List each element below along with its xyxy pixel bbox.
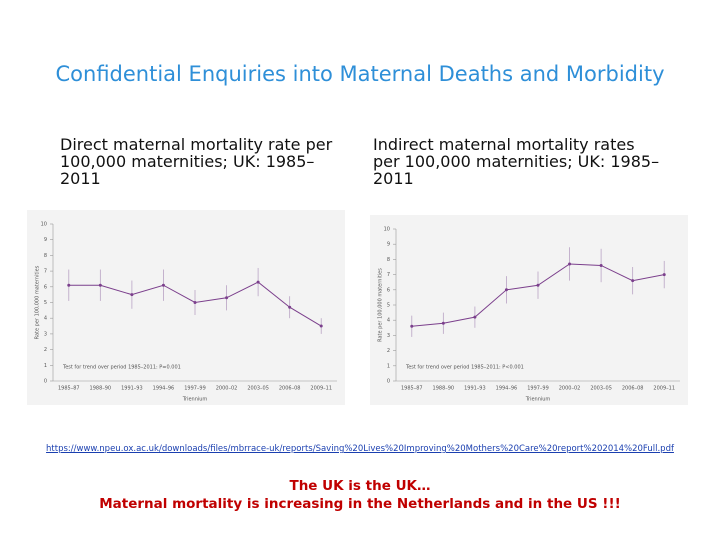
y-tick-label: 10 bbox=[41, 222, 47, 228]
y-tick-label: 5 bbox=[387, 303, 390, 309]
point bbox=[319, 324, 323, 328]
y-tick-label: 3 bbox=[387, 333, 390, 339]
x-tick-label: 2009–11 bbox=[653, 386, 675, 392]
x-tick-label: 2003–05 bbox=[247, 386, 269, 392]
point bbox=[631, 279, 635, 283]
x-tick-label: 1997–99 bbox=[527, 386, 549, 392]
point bbox=[193, 301, 197, 304]
point bbox=[161, 283, 165, 287]
x-tick-label: 1988–90 bbox=[433, 386, 455, 392]
note: Maternal mortality is increasing in the … bbox=[99, 496, 621, 512]
x-tick-label: 2009–11 bbox=[310, 386, 332, 392]
x-tick-label: 1991–93 bbox=[464, 386, 486, 392]
point bbox=[599, 263, 603, 267]
y-tick-label: 7 bbox=[44, 269, 47, 275]
y-tick-label: 6 bbox=[387, 287, 390, 293]
y-tick-label: 8 bbox=[387, 257, 390, 263]
y-tick-label: 3 bbox=[44, 331, 47, 337]
y-tick-label: 2 bbox=[387, 348, 390, 354]
y-tick-label: 0 bbox=[44, 379, 47, 385]
x-tick-label: 1985–87 bbox=[401, 386, 423, 392]
point bbox=[568, 262, 572, 266]
chart: 0 1 2 3 4 5 6 7 8 9 10 Rate per 100,000 maternities… bbox=[27, 210, 345, 405]
x-tick-label: 1997–99 bbox=[184, 386, 206, 392]
x-axis-label: Triennium bbox=[525, 397, 551, 403]
x-tick-label: 1994–96 bbox=[153, 386, 175, 392]
y-tick-label: 5 bbox=[44, 300, 47, 306]
x-tick-label: 1985–87 bbox=[58, 386, 80, 392]
point bbox=[225, 296, 229, 300]
y-tick-label: 2 bbox=[44, 347, 47, 353]
y-axis-label: Rate per 100,000 maternities bbox=[35, 265, 41, 339]
y-tick-label: 4 bbox=[44, 316, 47, 322]
y-tick-label: 8 bbox=[44, 253, 47, 259]
point bbox=[504, 288, 508, 292]
y-tick-label: 7 bbox=[387, 272, 390, 278]
y-axis-label: Rate per 100,000 maternities bbox=[378, 268, 384, 342]
y-tick-label: 9 bbox=[44, 237, 47, 243]
chart-title: Direct maternal mortality rate per 100,0… bbox=[60, 135, 333, 188]
y-tick-label: 0 bbox=[387, 379, 390, 385]
x-tick-label: 1994–96 bbox=[496, 386, 518, 392]
y-tick-label: 10 bbox=[384, 227, 390, 233]
chart: 0 1 2 3 4 5 6 7 8 9 10 Rate per 100,000 maternities… bbox=[370, 215, 688, 405]
slide-title: Confidential Enquiries into Maternal Dea… bbox=[55, 62, 665, 86]
source-link[interactable]: https://www.npeu.ox.ac.uk/downloads/file… bbox=[46, 444, 674, 454]
chart-title: Indirect maternal mortality rates per 10… bbox=[373, 135, 660, 188]
annotation: Test for trend over period 1985–2011: P<… bbox=[405, 365, 524, 371]
x-tick-label: 2003–05 bbox=[590, 386, 612, 392]
x-axis-label: Triennium bbox=[182, 397, 208, 403]
x-tick-label: 1991–93 bbox=[121, 386, 143, 392]
y-tick-label: 1 bbox=[44, 363, 47, 369]
point bbox=[536, 283, 540, 287]
x-tick-label: 2006–08 bbox=[622, 386, 644, 392]
point bbox=[98, 283, 102, 287]
y-tick-label: 9 bbox=[387, 242, 390, 248]
point bbox=[473, 315, 477, 319]
point bbox=[662, 273, 666, 277]
y-tick-label: 1 bbox=[387, 363, 390, 369]
y-tick-label: 6 bbox=[44, 284, 47, 290]
note: The UK is the UK… bbox=[289, 478, 431, 494]
x-tick-label: 2000–02 bbox=[559, 386, 581, 392]
point bbox=[130, 293, 134, 297]
point bbox=[256, 280, 260, 284]
x-tick-label: 2000–02 bbox=[216, 386, 238, 392]
point bbox=[441, 321, 445, 325]
point bbox=[67, 283, 71, 287]
y-tick-label: 4 bbox=[387, 318, 390, 324]
point bbox=[288, 305, 292, 309]
x-tick-label: 2006–08 bbox=[279, 386, 301, 392]
x-tick-label: 1988–90 bbox=[90, 386, 112, 392]
annotation: Test for trend over period 1985–2011: P=… bbox=[62, 365, 181, 371]
point bbox=[410, 324, 414, 328]
